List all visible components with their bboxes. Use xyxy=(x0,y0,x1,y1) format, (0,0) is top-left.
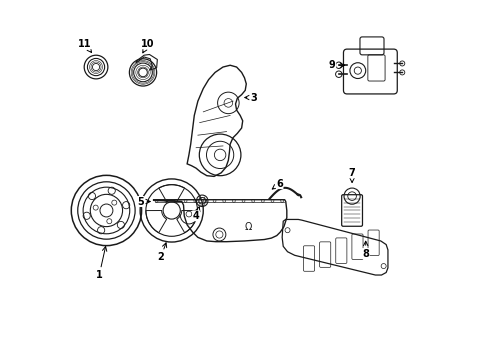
Text: 7: 7 xyxy=(348,168,355,183)
Text: 1: 1 xyxy=(96,247,106,280)
Text: 4: 4 xyxy=(192,207,200,221)
Circle shape xyxy=(100,204,113,217)
Text: 11: 11 xyxy=(78,39,91,53)
Circle shape xyxy=(214,149,225,161)
Text: 9: 9 xyxy=(328,60,344,70)
Text: 6: 6 xyxy=(272,179,283,189)
Text: 10: 10 xyxy=(141,39,154,53)
Text: 3: 3 xyxy=(244,93,256,103)
Text: 2: 2 xyxy=(157,243,166,262)
Text: 5: 5 xyxy=(137,197,150,207)
Text: Ω: Ω xyxy=(244,222,251,231)
Text: 8: 8 xyxy=(362,241,368,258)
